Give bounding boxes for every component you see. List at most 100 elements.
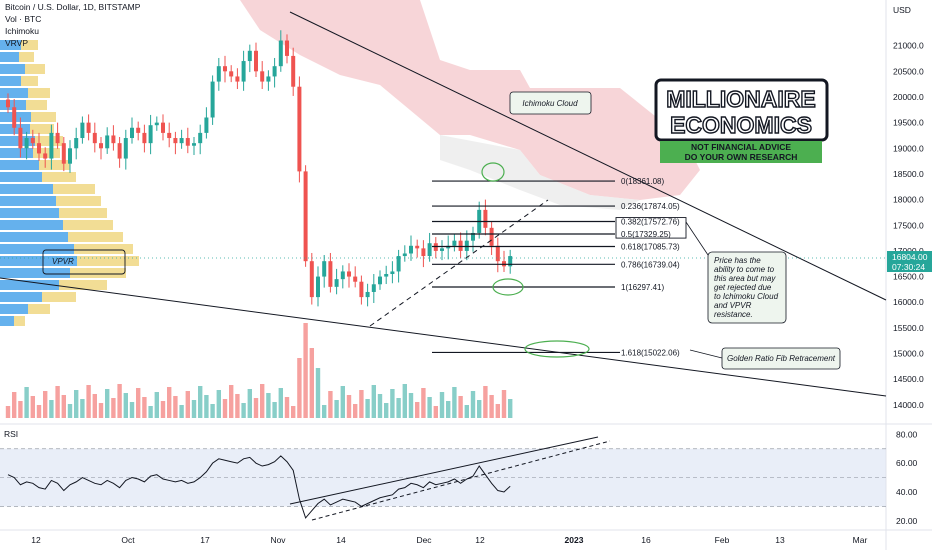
vrvp-up-row xyxy=(0,232,68,242)
volume-bar xyxy=(129,402,135,418)
price-tick-label: 17500.0 xyxy=(893,220,924,230)
fib-label: 1(16297.41) xyxy=(621,283,664,292)
time-tick-label: 12 xyxy=(475,535,485,545)
candle-body xyxy=(396,256,401,272)
volume-bar xyxy=(198,386,203,418)
volume-bar xyxy=(253,398,259,418)
candle-body xyxy=(260,71,265,82)
fib-label: 0.382(17572.76) xyxy=(621,218,680,227)
fib-label: 0.236(17874.05) xyxy=(621,202,680,211)
candle-body xyxy=(272,66,277,77)
candle-body xyxy=(148,125,153,144)
candle-body xyxy=(117,143,122,159)
candle-body xyxy=(241,61,246,82)
price-tick-label: 14500.0 xyxy=(893,374,924,384)
vrvp-up-row xyxy=(0,244,74,254)
vrvp-down-row xyxy=(39,160,70,170)
candle-body xyxy=(24,138,29,149)
vrvp-up-row xyxy=(0,88,28,98)
rsi-tick-label: 20.00 xyxy=(896,516,918,526)
vrvp-up-row xyxy=(0,52,19,62)
price-tick-label: 20000.0 xyxy=(893,92,924,102)
fib-levels: 0(18361.08) 0.236(17874.05) 0.382(17572.76… xyxy=(432,177,687,357)
price-tick-label: 21000.0 xyxy=(893,41,924,51)
volume-bar xyxy=(216,390,221,418)
candle-body xyxy=(49,132,54,159)
candle-body xyxy=(508,256,513,267)
candle-body xyxy=(402,253,407,257)
fib-label: 1.618(15022.06) xyxy=(621,348,680,357)
time-tick-label: Feb xyxy=(715,535,730,545)
indicator-volume[interactable]: Vol · BTC xyxy=(5,14,41,24)
price-tick-label: 18500.0 xyxy=(893,169,924,179)
price-tick-label: 20500.0 xyxy=(893,66,924,76)
golden-ratio-note[interactable]: Golden Ratio Fib Retracement xyxy=(689,347,841,370)
time-axis: 12 Oct 17 Nov 14 Dec 12 2023 16 Feb 13 Mar xyxy=(31,535,867,545)
logo-line4: DO YOUR OWN RESEARCH xyxy=(685,152,798,162)
candle-body xyxy=(210,81,215,118)
candle-body xyxy=(340,271,345,280)
time-tick-label: 13 xyxy=(775,535,785,545)
volume-bar xyxy=(105,389,110,418)
indicator-vrvp[interactable]: VRVP xyxy=(5,38,28,48)
volume-bar xyxy=(284,397,290,418)
candle-body xyxy=(6,99,10,108)
volume-bar xyxy=(303,323,308,418)
volume-bar xyxy=(483,386,488,418)
candle-body xyxy=(55,132,60,144)
vrvp-down-row xyxy=(26,100,47,110)
candle-body xyxy=(229,71,234,77)
volume-bar xyxy=(222,399,228,418)
highlight-ellipse-top xyxy=(481,162,505,182)
volume-bar xyxy=(477,400,482,418)
vrvp-up-row xyxy=(0,100,26,110)
price-note-line: Price has the xyxy=(714,256,761,265)
vrvp-up-row xyxy=(0,196,56,206)
volume-bar xyxy=(160,401,166,418)
candle-body xyxy=(247,50,252,62)
candle-body xyxy=(142,132,147,144)
volume-bar xyxy=(508,399,513,418)
vrvp-up-row xyxy=(0,148,33,158)
price-note-line: this area but may xyxy=(714,274,776,283)
ichimoku-cloud-note[interactable]: Ichimoku Cloud xyxy=(509,91,592,115)
logo-line3: NOT FINANCIAL ADVICE xyxy=(691,142,791,152)
candle-body xyxy=(254,50,258,72)
price-tick-label: 19000.0 xyxy=(893,143,924,153)
candle-body xyxy=(378,276,382,285)
logo-line1: MILLIONAIRE xyxy=(666,86,816,112)
volume-bar xyxy=(415,402,420,418)
fib-label: 0.618(17085.73) xyxy=(621,243,680,252)
vrvp-up-row xyxy=(0,124,30,134)
candle-body xyxy=(353,276,358,282)
vrvp-up-row xyxy=(0,220,63,230)
time-tick-label: 17 xyxy=(200,535,210,545)
volume-bar xyxy=(489,395,494,418)
price-tick-label: 17000.0 xyxy=(893,246,924,256)
volume-bar xyxy=(43,391,48,418)
volume-bar xyxy=(272,402,277,418)
price-tick-label: 16500.0 xyxy=(893,272,924,282)
volume-bar xyxy=(179,405,184,418)
time-tick-label: 12 xyxy=(31,535,41,545)
candle-body xyxy=(427,243,432,257)
candle-body xyxy=(334,279,339,287)
volume-bar xyxy=(334,400,339,418)
candle-body xyxy=(303,171,308,262)
price-rejection-note[interactable]: Price has the ability to come to this area… xyxy=(685,221,787,324)
candle-body xyxy=(18,127,23,149)
candle-body xyxy=(489,227,494,246)
volume-bar xyxy=(80,399,85,418)
indicator-ichimoku[interactable]: Ichimoku xyxy=(5,26,39,36)
volume-bar xyxy=(408,393,414,418)
vrvp-up-row xyxy=(0,208,59,218)
rsi-label[interactable]: RSI xyxy=(4,429,18,439)
symbol-title[interactable]: Bitcoin / U.S. Dollar, 1D, BITSTAMP xyxy=(5,2,141,12)
vpvr-note[interactable]: VPVR xyxy=(42,249,126,275)
volume-bar xyxy=(5,406,11,418)
vrvp-down-row xyxy=(31,112,56,122)
volume-bar xyxy=(421,388,426,418)
fib-highlight-box xyxy=(615,217,687,239)
candle-body xyxy=(30,138,35,144)
